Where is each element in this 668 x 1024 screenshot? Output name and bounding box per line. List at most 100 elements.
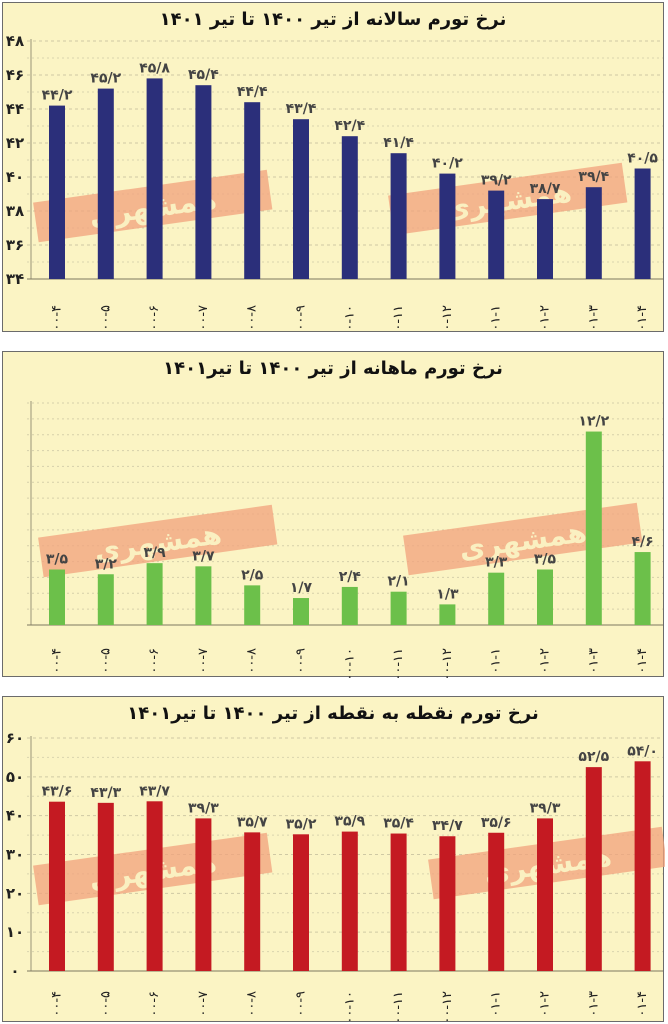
- value-label: ۳۵/۷: [237, 814, 268, 830]
- bar: [585, 767, 602, 971]
- bar: [195, 818, 212, 971]
- monthly-inflation-title: نرخ تورم ماهانه از تیر ۱۴۰۰ تا تیر۱۴۰۱: [163, 358, 503, 379]
- category-label: ۰۱-۴: [635, 648, 650, 674]
- y-tick-label: ۴۰: [6, 807, 24, 825]
- y-tick-label: ۴۸: [6, 32, 24, 50]
- monthly-inflation-panel: نرخ تورم ماهانه از تیر ۱۴۰۰ تا تیر۱۴۰۱ ه…: [2, 351, 664, 678]
- category-label: ۰۱-۲: [538, 648, 553, 674]
- value-label: ۵۴/۰: [627, 743, 658, 759]
- category-label: ۰۱-۴: [635, 305, 650, 331]
- category-label: ۰۱-۲: [538, 991, 553, 1017]
- annual-inflation-title: نرخ تورم سالانه از تیر ۱۴۰۰ تا تیر ۱۴۰۱: [159, 9, 507, 30]
- category-label: ۰۰-۹: [294, 991, 309, 1017]
- bar: [390, 833, 407, 971]
- bar: [97, 802, 114, 971]
- bar: [293, 834, 309, 971]
- value-label: ۳/۲: [95, 556, 118, 572]
- category-label: ۰۰-۸: [245, 305, 260, 331]
- value-label: ۴۴/۲: [42, 88, 73, 104]
- value-label: ۴۵/۲: [90, 71, 121, 87]
- value-label: ۳۹/۳: [188, 800, 219, 816]
- value-label: ۳/۳: [485, 555, 508, 571]
- category-label: ۰۰-۴: [50, 991, 65, 1017]
- bar: [488, 832, 505, 971]
- y-tick-label: ۳۶: [6, 236, 24, 254]
- bar: [390, 591, 407, 625]
- value-label: ۲/۴: [339, 569, 362, 585]
- value-label: ۴۰/۵: [627, 151, 658, 167]
- bar: [97, 88, 114, 279]
- value-label: ۲/۵: [241, 567, 264, 583]
- value-label: ۳/۵: [534, 552, 557, 568]
- y-tick-label: ۳۰: [6, 846, 24, 864]
- category-label: ۰۱-۲: [538, 305, 553, 331]
- bar: [195, 566, 212, 625]
- bar: [97, 574, 114, 625]
- value-label: ۳۵/۴: [383, 816, 414, 832]
- category-label: ۰۱-۱: [489, 305, 504, 331]
- bar: [293, 598, 309, 625]
- category-label: ۰۰-۶: [147, 991, 162, 1017]
- bar: [537, 818, 553, 971]
- value-label: ۳۴/۷: [432, 818, 463, 834]
- category-label: ۰۰-۶: [147, 305, 162, 331]
- value-label: ۲/۱: [387, 574, 409, 590]
- value-label: ۴۴/۴: [237, 84, 268, 100]
- value-label: ۴۱/۴: [383, 135, 414, 151]
- value-label: ۴۳/۷: [139, 783, 170, 799]
- bar: [341, 586, 358, 625]
- bar: [537, 569, 553, 625]
- y-tick-label: ۵۰: [6, 768, 24, 786]
- bar: [49, 105, 65, 279]
- category-label: ۰۱-۱: [489, 991, 504, 1017]
- value-label: ۳۹/۳: [530, 800, 561, 816]
- category-label: ۰۰-۸: [245, 991, 260, 1017]
- bar: [439, 836, 456, 971]
- value-label: ۱/۳: [436, 586, 459, 602]
- value-label: ۴۳/۴: [286, 101, 317, 117]
- value-label: ۴۰/۲: [432, 156, 463, 172]
- value-label: ۳۵/۶: [481, 815, 512, 831]
- bar: [341, 831, 358, 971]
- bar: [146, 801, 163, 971]
- category-label: ۰۰-۱۱: [391, 648, 406, 678]
- category-label: ۰۰-۱۲: [440, 648, 455, 678]
- y-tick-label: ۴۲: [6, 134, 24, 152]
- annual-inflation-chart: ۳۴۳۶۳۸۴۰۴۲۴۴۴۶۴۸همشهریهمشهری۴۴/۲۰۰-۴۴۵/۲…: [6, 32, 663, 333]
- category-label: ۰۰-۱۰: [342, 991, 357, 1023]
- bar: [244, 102, 261, 279]
- value-label: ۳۸/۷: [530, 181, 561, 197]
- y-tick-label: ۶۰: [6, 729, 24, 747]
- bar: [244, 585, 261, 625]
- point-inflation-chart: ۰۱۰۲۰۳۰۴۰۵۰۶۰همشهریهمشهری۴۳/۶۰۰-۴۴۳/۳۰۰-…: [6, 729, 665, 1023]
- category-label: ۰۱-۴: [635, 991, 650, 1017]
- y-tick-label: ۳۴: [6, 270, 24, 288]
- category-label: ۰۰-۶: [147, 648, 162, 674]
- value-label: ۳/۷: [192, 548, 215, 564]
- bar: [585, 187, 602, 279]
- value-label: ۵۲/۵: [578, 749, 609, 765]
- category-label: ۰۰-۱۱: [391, 991, 406, 1023]
- bar: [195, 85, 212, 279]
- category-label: ۰۰-۵: [98, 648, 113, 674]
- category-label: ۰۰-۴: [50, 648, 65, 674]
- y-tick-label: ۴۶: [6, 66, 24, 84]
- category-label: ۰۰-۱۰: [342, 305, 357, 333]
- category-label: ۰۰-۹: [294, 648, 309, 674]
- bar: [439, 604, 456, 625]
- bar: [146, 78, 163, 280]
- bar: [488, 572, 505, 625]
- value-label: ۳۹/۲: [481, 173, 512, 189]
- bar: [49, 801, 65, 971]
- category-label: ۰۰-۱۰: [342, 648, 357, 678]
- bar: [585, 431, 602, 625]
- monthly-inflation-chart: همشهری همشهری۳/۵۰۰-۴۳/۲۰۰-۵۳/۹۰۰-۶۳/۷۰۰-۷…: [27, 401, 663, 678]
- bar: [634, 552, 651, 625]
- category-label: ۰۱-۱: [489, 648, 504, 674]
- y-tick-label: ۱۰: [6, 923, 24, 941]
- bar: [439, 173, 456, 279]
- value-label: ۴۳/۶: [42, 784, 73, 800]
- value-label: ۳/۹: [143, 545, 166, 561]
- value-label: ۳۹/۴: [578, 169, 609, 185]
- category-label: ۰۰-۱۲: [440, 305, 455, 333]
